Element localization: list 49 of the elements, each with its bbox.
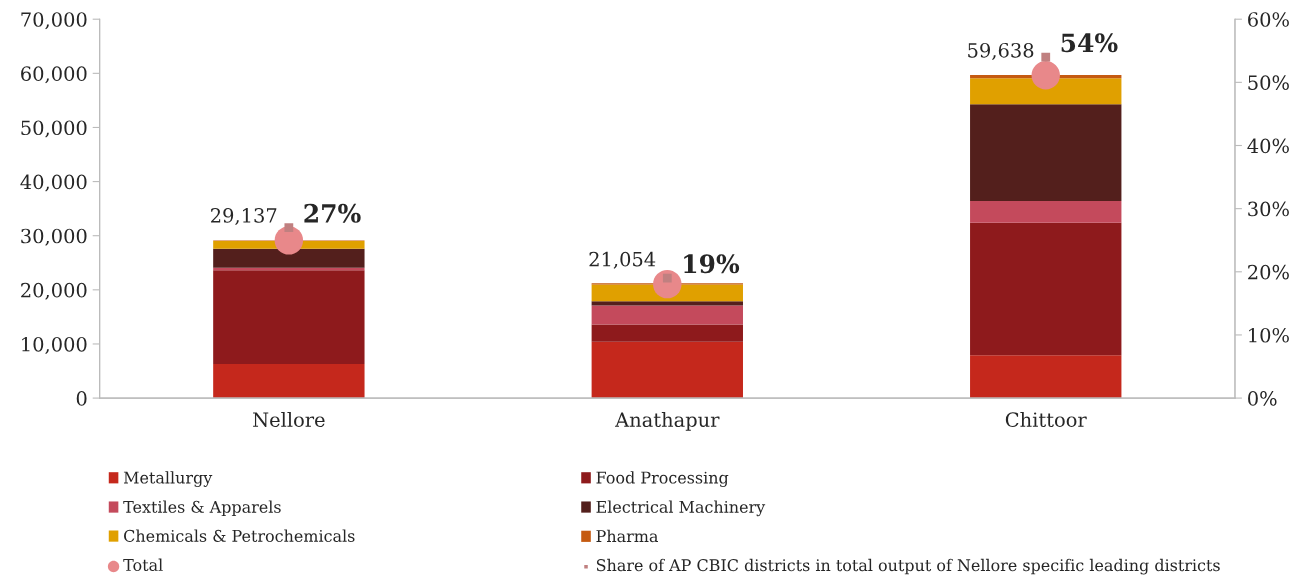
y2-tick-label: 40% <box>1247 138 1289 154</box>
y-tick-label: 30,000 <box>21 228 87 246</box>
legend-label: Food Processing <box>596 471 729 487</box>
data-label: 29,137 <box>211 208 277 226</box>
legend-label: Share of AP CBIC districts in total output of Nellore specific leading districts <box>596 558 1220 575</box>
y2-tick-label: 50% <box>1248 75 1289 91</box>
bar <box>970 78 1122 105</box>
legend-label: Electrical Machinery <box>596 500 766 517</box>
y-tick-label: 0 <box>76 391 87 406</box>
data-label: 21,054 <box>589 251 656 269</box>
x-tick-label: Nellore <box>253 411 325 428</box>
x-tick-label: Chittoor <box>1005 411 1087 428</box>
data-label: 27% <box>304 203 361 223</box>
y2-tick-label: 30% <box>1248 201 1289 217</box>
point <box>284 223 294 232</box>
legend-label: Total <box>123 558 163 571</box>
bar <box>213 270 365 364</box>
y-tick-label: 40,000 <box>20 174 87 192</box>
data-label: 59,638 <box>968 42 1034 61</box>
bar <box>970 104 1122 202</box>
legend-label: Textiles & Apparels <box>123 500 281 516</box>
y-tick-label: 20,000 <box>21 282 87 300</box>
point <box>1031 61 1060 90</box>
legend-label: Pharma <box>596 529 659 543</box>
y2-tick-label: 20% <box>1248 264 1289 280</box>
legend-label: Chemicals & Petrochemicals <box>124 529 355 542</box>
bar <box>591 301 743 306</box>
bar <box>970 201 1122 223</box>
point <box>1041 52 1051 62</box>
bar <box>591 341 743 399</box>
bar <box>213 363 365 399</box>
bar <box>970 222 1122 356</box>
data-label: 54% <box>1061 33 1118 53</box>
y-tick-label: 10,000 <box>22 336 87 354</box>
x-tick-label: Anathapur <box>615 411 720 431</box>
y-tick-label: 50,000 <box>21 120 87 138</box>
point <box>274 226 304 255</box>
bar <box>213 248 365 268</box>
y2-tick-label: 0% <box>1248 391 1277 406</box>
legend-label: Metallurgy <box>123 471 213 487</box>
y2-tick-label: 60% <box>1248 12 1289 27</box>
y-tick-label: 70,000 <box>21 12 87 30</box>
data-label: 19% <box>684 254 740 274</box>
point <box>662 273 672 283</box>
bar <box>970 355 1122 399</box>
y2-tick-label: 10% <box>1249 327 1289 343</box>
y-tick-label: 60,000 <box>21 66 87 84</box>
bar <box>591 324 743 342</box>
bar <box>591 305 743 325</box>
